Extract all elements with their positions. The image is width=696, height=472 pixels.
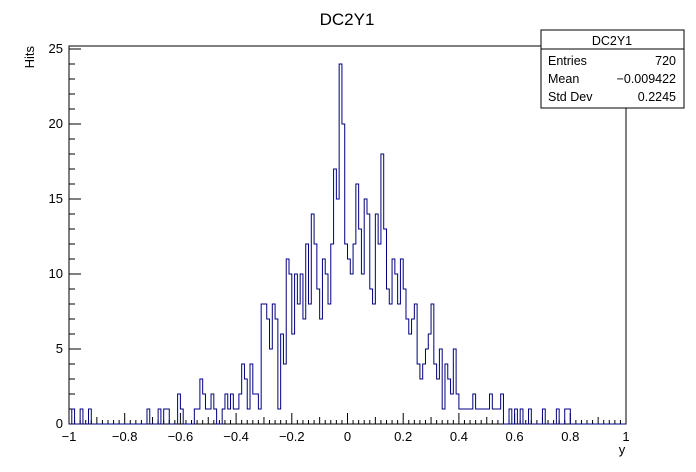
stats-value-mean: −0.009422 bbox=[617, 72, 676, 86]
histogram-line bbox=[69, 63, 626, 425]
chart-title: DC2Y1 bbox=[320, 10, 375, 29]
y-axis-label: Hits bbox=[22, 46, 37, 69]
stats-label-stddev: Std Dev bbox=[548, 90, 593, 104]
x-tick-label: 0 bbox=[344, 429, 351, 444]
x-tick-label: 0.8 bbox=[561, 429, 579, 444]
x-tick-label: 0.2 bbox=[394, 429, 412, 444]
y-tick-label: 5 bbox=[56, 341, 63, 356]
x-tick-label: −0.8 bbox=[112, 429, 138, 444]
y-tick-label: 25 bbox=[49, 41, 63, 56]
stats-label-mean: Mean bbox=[548, 72, 579, 86]
y-tick-label: 15 bbox=[49, 191, 63, 206]
stats-box: DC2Y1 Entries 720 Mean −0.009422 Std Dev… bbox=[540, 29, 685, 109]
x-tick-label: −0.2 bbox=[279, 429, 305, 444]
stats-label-entries: Entries bbox=[548, 54, 587, 68]
x-tick-label: −0.4 bbox=[223, 429, 249, 444]
stats-box-frame bbox=[540, 29, 685, 109]
x-tick-label: −0.6 bbox=[168, 429, 194, 444]
y-tick-label: 0 bbox=[56, 416, 63, 431]
stats-value-stddev: 0.2245 bbox=[638, 90, 676, 104]
y-axis: 0 5 10 15 20 25 bbox=[49, 41, 81, 431]
stats-value-entries: 720 bbox=[655, 54, 676, 68]
y-tick-label: 10 bbox=[49, 266, 63, 281]
x-tick-label: 1 bbox=[622, 429, 629, 444]
stats-box-title: DC2Y1 bbox=[592, 34, 632, 48]
x-axis: −1 −0.8 −0.6 −0.4 −0.2 0 0.2 0.4 0.6 0.8 1 bbox=[62, 413, 630, 444]
x-tick-label: 0.6 bbox=[506, 429, 524, 444]
x-axis-label: y bbox=[619, 442, 626, 457]
x-tick-label: −1 bbox=[62, 429, 77, 444]
y-tick-label: 20 bbox=[49, 116, 63, 131]
x-tick-label: 0.4 bbox=[450, 429, 468, 444]
